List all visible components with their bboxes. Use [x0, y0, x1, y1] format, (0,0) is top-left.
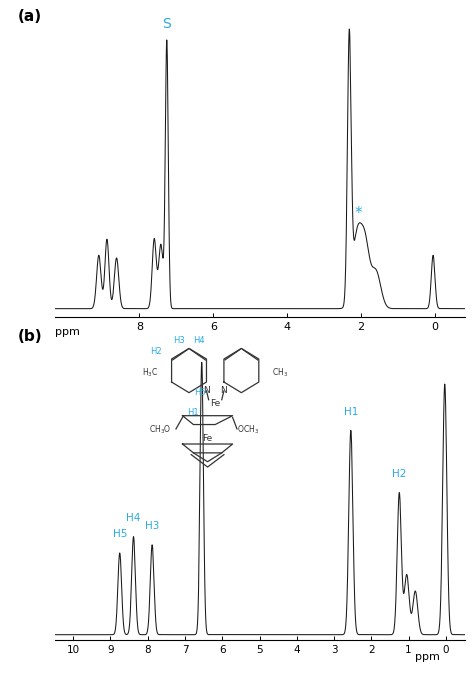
- Text: H4: H4: [193, 336, 205, 345]
- Text: H3: H3: [145, 521, 159, 531]
- Text: *: *: [355, 206, 362, 221]
- Text: N: N: [203, 386, 210, 396]
- Text: Fe: Fe: [202, 434, 213, 443]
- Text: S: S: [163, 17, 171, 31]
- Text: Fe: Fe: [210, 399, 220, 408]
- Text: N: N: [220, 386, 228, 396]
- Text: H1: H1: [188, 408, 199, 417]
- Text: ppm: ppm: [55, 328, 79, 337]
- Text: (a): (a): [18, 9, 42, 24]
- Text: H5: H5: [194, 388, 206, 397]
- Text: H2: H2: [392, 469, 407, 479]
- Text: H5: H5: [112, 529, 127, 539]
- Text: H4: H4: [127, 513, 141, 523]
- Text: H2: H2: [150, 347, 162, 356]
- Text: CH$_3$: CH$_3$: [272, 367, 288, 379]
- Text: (b): (b): [18, 328, 42, 343]
- Text: H3: H3: [173, 336, 185, 345]
- Text: CH$_3$O: CH$_3$O: [149, 424, 172, 436]
- Text: H1: H1: [344, 407, 358, 417]
- Text: OCH$_3$: OCH$_3$: [237, 424, 259, 436]
- Text: H$_3$C: H$_3$C: [142, 367, 158, 379]
- Text: ppm: ppm: [415, 652, 440, 663]
